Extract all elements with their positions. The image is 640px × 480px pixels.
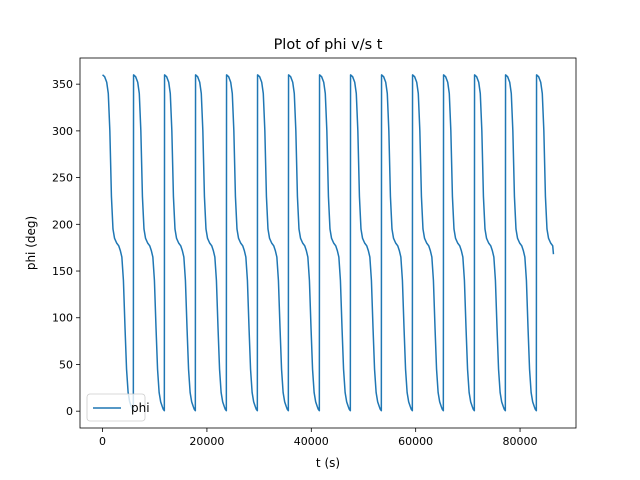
y-tick-label: 250 — [52, 172, 73, 185]
y-tick-label: 50 — [59, 358, 73, 371]
y-tick-label: 350 — [52, 78, 73, 91]
y-tick-label: 0 — [66, 405, 73, 418]
x-axis-label: t (s) — [316, 456, 340, 470]
axes-frame — [79, 57, 577, 429]
x-axis-ticks: 0 20000 40000 60000 80000 — [99, 428, 538, 448]
y-tick-label: 100 — [52, 312, 73, 325]
series-layer — [102, 74, 555, 412]
legend: phi — [86, 393, 150, 422]
x-tick-label: 60000 — [398, 435, 433, 448]
y-tick-label: 300 — [52, 125, 73, 138]
y-axis-label: phi (deg) — [24, 216, 38, 270]
y-tick-label: 200 — [52, 218, 73, 231]
y-tick-label: 150 — [52, 265, 73, 278]
series-line-phi — [102, 74, 555, 412]
legend-label-phi: phi — [131, 401, 150, 415]
x-tick-label: 40000 — [294, 435, 329, 448]
chart-title: Plot of phi v/s t — [274, 37, 383, 53]
x-tick-label: 80000 — [503, 435, 538, 448]
x-tick-label: 20000 — [189, 435, 224, 448]
x-tick-label: 0 — [99, 435, 106, 448]
y-axis-ticks: 0 50 100 150 200 250 300 350 — [52, 78, 80, 418]
plot-area — [79, 57, 577, 429]
